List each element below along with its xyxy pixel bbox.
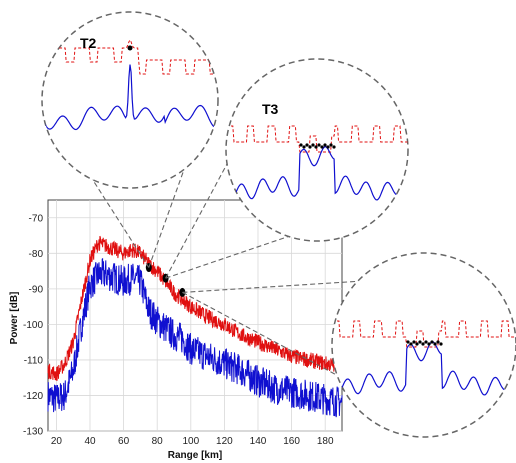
inset-target-mark: [424, 340, 428, 344]
inset-red-trace: [226, 125, 408, 153]
connector-line: [182, 291, 338, 376]
inset-target-mark: [329, 143, 333, 147]
inset-blue-trace: [226, 146, 408, 201]
inset-target-mark: [415, 342, 419, 346]
inset-target-mark: [308, 145, 312, 149]
inset-target-mark: [406, 340, 410, 344]
inset-target-mark: [127, 45, 133, 51]
y-tick-label: -120: [23, 391, 43, 402]
zoom-connectors: [92, 163, 358, 376]
inset-target-mark: [323, 143, 327, 147]
y-tick-label: -70: [29, 213, 44, 224]
inset-blue-trace: [332, 341, 516, 396]
inset-target-mark: [409, 342, 413, 346]
inset-red-trace: [332, 320, 516, 348]
inset-2: T3: [225, 58, 409, 242]
x-tick-label: 120: [216, 436, 233, 447]
inset-target-mark: [433, 342, 437, 346]
inset-target-mark: [439, 342, 443, 346]
inset-target-mark: [299, 143, 303, 147]
inset-target-mark: [427, 342, 431, 346]
inset-target-mark: [412, 340, 416, 344]
main-axes: 20 40 60 80 100 120 140 160 180 -70 -80 -90 -100 -11…: [9, 199, 343, 461]
inset-1: T2: [41, 11, 219, 189]
data-series: [47, 235, 343, 418]
x-tick-label: 180: [317, 436, 334, 447]
inset-blue-trace: [42, 64, 218, 131]
x-tick-label: 60: [118, 436, 130, 447]
inset-target-mark: [430, 340, 434, 344]
inset-circle: [41, 11, 219, 189]
x-tick-label: 140: [250, 436, 267, 447]
y-tick-label: -130: [23, 427, 43, 438]
x-tick-label: 20: [51, 436, 63, 447]
inset-target-mark: [326, 145, 330, 149]
inset-label: T3: [262, 101, 279, 117]
inset-target-mark: [305, 143, 309, 147]
inset-target-mark: [436, 340, 440, 344]
x-tick-label: 100: [182, 436, 199, 447]
y-axis-label: Power [dB]: [9, 292, 20, 345]
inset-target-mark: [332, 145, 336, 149]
connector-line: [92, 179, 150, 268]
inset-label: T2: [80, 35, 97, 51]
connector-line: [148, 169, 185, 268]
inset-target-mark: [418, 340, 422, 344]
x-tick-label: 40: [84, 436, 96, 447]
y-tick-label: -110: [24, 355, 44, 366]
zoom-insets: T2 T3: [41, 11, 516, 438]
inset-target-mark: [320, 145, 324, 149]
y-tick-label: -80: [29, 249, 44, 260]
x-axis-label: Range [km]: [168, 450, 222, 461]
inset-target-mark: [421, 342, 425, 346]
x-tick-label: 160: [283, 436, 300, 447]
inset-red-trace: [42, 39, 218, 75]
inset-target-mark: [302, 145, 306, 149]
inset-target-mark: [317, 143, 321, 147]
series-line-1: [47, 257, 343, 418]
x-tick-label: 80: [152, 436, 164, 447]
connector-line: [182, 280, 358, 293]
y-tick-labels: -70 -80 -90 -100 -110 -120 -130: [23, 213, 43, 437]
x-tick-labels: 20 40 60 80 100 120 140 160 180: [51, 436, 334, 447]
y-tick-label: -90: [29, 284, 44, 295]
inset-3: [331, 252, 516, 438]
connector-line: [165, 163, 228, 279]
connector-line: [165, 235, 289, 279]
y-tick-label: -100: [23, 320, 43, 331]
series-line-0: [47, 235, 343, 381]
inset-target-mark: [311, 143, 315, 147]
inset-target-mark: [314, 145, 318, 149]
